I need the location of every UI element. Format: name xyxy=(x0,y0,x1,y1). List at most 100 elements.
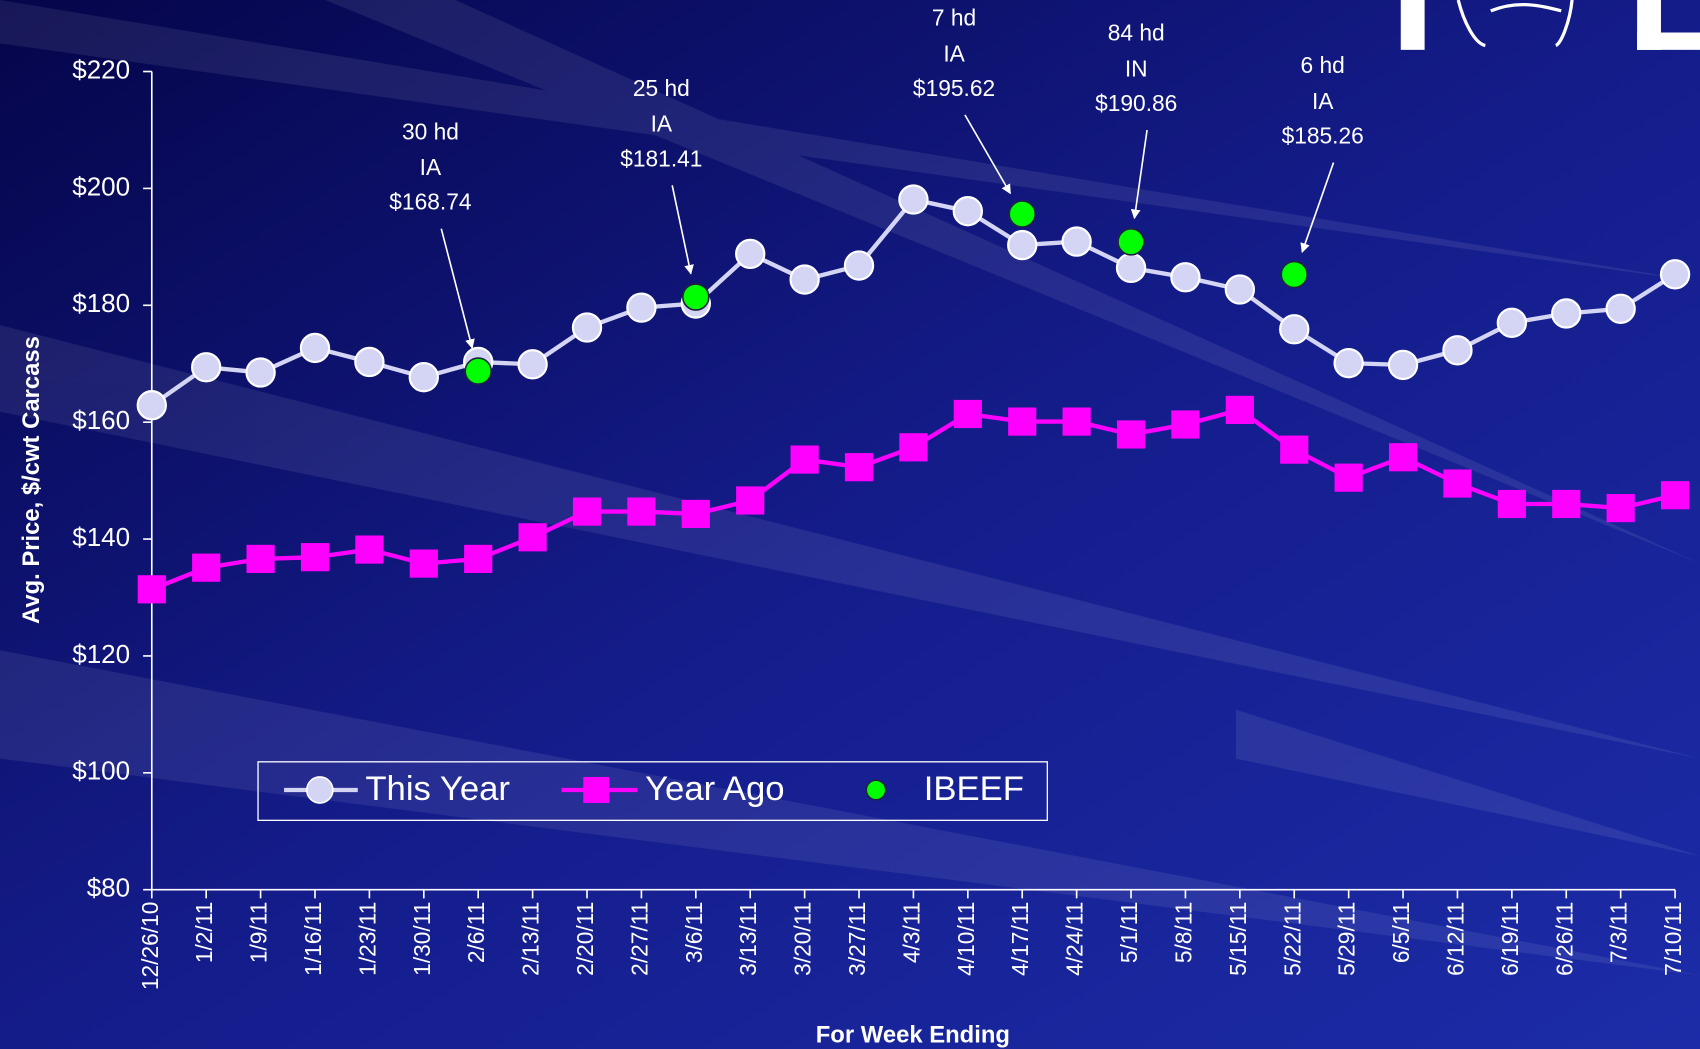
data-point xyxy=(1333,347,1364,379)
data-point xyxy=(1008,200,1037,228)
data-point xyxy=(192,553,221,582)
annotation-state: IA xyxy=(1312,88,1334,114)
y-tick-label: $100 xyxy=(72,756,130,786)
annotation-head: 25 hd xyxy=(633,75,690,101)
data-point xyxy=(518,523,547,552)
y-tick-label: $140 xyxy=(72,522,130,552)
data-label: $181.41 xyxy=(620,145,702,171)
data-point xyxy=(1008,407,1037,436)
x-tick-label: 5/22/11 xyxy=(1279,902,1305,976)
annotation-head: 30 hd xyxy=(402,118,459,144)
data-point xyxy=(1280,435,1309,464)
annotation-state: IA xyxy=(420,154,442,180)
y-axis-label: Avg. Price, $/cwt Carcass xyxy=(18,336,45,624)
x-tick-label: 12/26/10 xyxy=(137,902,163,991)
y-tick-label: $220 xyxy=(72,54,130,84)
data-point xyxy=(681,283,710,311)
data-point xyxy=(136,390,167,421)
data-point xyxy=(245,357,276,388)
annotation-arrow xyxy=(964,114,1012,195)
x-tick-label: 2/6/11 xyxy=(463,902,489,964)
x-tick-label: 5/8/11 xyxy=(1170,902,1196,964)
data-point xyxy=(1170,262,1201,293)
data-label: $168.74 xyxy=(389,189,471,215)
annotation-head: 84 hd xyxy=(1108,20,1165,46)
data-point xyxy=(355,535,384,564)
data-point xyxy=(1007,229,1038,261)
x-tick-label: 1/23/11 xyxy=(354,902,380,976)
data-label: $195.62 xyxy=(913,75,995,101)
annotation-arrow xyxy=(1300,162,1335,253)
data-point xyxy=(1443,469,1472,498)
data-point xyxy=(1279,314,1310,345)
data-point xyxy=(464,357,493,385)
x-tick-label: 4/10/11 xyxy=(953,902,979,976)
data-point xyxy=(1660,481,1690,510)
y-tick-label: $120 xyxy=(72,639,130,669)
data-point xyxy=(1388,443,1418,472)
data-point xyxy=(626,292,657,323)
data-point xyxy=(1334,463,1363,492)
data-point xyxy=(1116,420,1146,449)
legend-label: This Year xyxy=(365,770,510,808)
legend-marker xyxy=(583,776,610,804)
annotation-state: IA xyxy=(943,40,965,66)
data-point xyxy=(789,264,820,295)
x-tick-label: 2/27/11 xyxy=(626,902,652,976)
x-tick-label: 5/15/11 xyxy=(1225,902,1251,976)
data-point xyxy=(1117,228,1145,256)
data-label: $190.86 xyxy=(1095,90,1177,116)
logo xyxy=(1400,0,1700,50)
data-point xyxy=(1061,226,1092,257)
x-tick-label: 3/27/11 xyxy=(844,902,870,976)
data-point xyxy=(464,544,493,574)
data-point xyxy=(1552,489,1581,519)
data-point xyxy=(844,453,874,482)
x-tick-label: 4/3/11 xyxy=(898,902,924,964)
x-tick-label: 6/12/11 xyxy=(1442,902,1468,976)
x-tick-label: 6/5/11 xyxy=(1388,902,1414,964)
legend-label: IBEEF xyxy=(924,770,1024,808)
data-point xyxy=(1062,407,1091,436)
annotation-arrow xyxy=(671,185,694,275)
data-point xyxy=(1659,259,1691,290)
data-point xyxy=(571,312,603,343)
data-point xyxy=(898,184,929,215)
annotation-arrow xyxy=(440,228,475,349)
data-point xyxy=(736,486,765,515)
data-point xyxy=(1387,349,1419,381)
data-point xyxy=(300,543,330,572)
data-point xyxy=(1224,274,1256,305)
data-point xyxy=(899,433,928,462)
data-point xyxy=(1442,335,1473,366)
data-point xyxy=(1606,493,1635,523)
data-point xyxy=(627,497,656,526)
legend-label: Year Ago xyxy=(645,770,785,808)
data-point xyxy=(191,352,222,383)
x-tick-label: 4/17/11 xyxy=(1007,902,1033,976)
data-point xyxy=(735,238,766,270)
x-tick-label: 7/3/11 xyxy=(1606,902,1632,964)
x-tick-label: 7/10/11 xyxy=(1660,902,1686,976)
x-tick-label: 6/19/11 xyxy=(1497,902,1523,976)
x-tick-label: 1/2/11 xyxy=(191,902,217,964)
x-tick-label: 2/20/11 xyxy=(572,902,598,976)
data-point xyxy=(408,361,439,393)
x-tick-label: 3/6/11 xyxy=(681,902,707,964)
legend-marker xyxy=(306,776,334,804)
data-point xyxy=(137,575,166,604)
data-point xyxy=(953,399,982,429)
y-tick-label: $200 xyxy=(72,171,130,201)
x-tick-label: 3/20/11 xyxy=(790,902,816,976)
x-tick-label: 2/13/11 xyxy=(518,902,544,976)
data-point xyxy=(409,549,438,578)
data-point xyxy=(1115,252,1147,284)
data-point xyxy=(1605,293,1636,324)
data-point xyxy=(299,332,331,364)
data-point xyxy=(354,346,385,378)
x-tick-label: 5/29/11 xyxy=(1334,902,1360,976)
x-tick-label: 5/1/11 xyxy=(1116,902,1142,964)
